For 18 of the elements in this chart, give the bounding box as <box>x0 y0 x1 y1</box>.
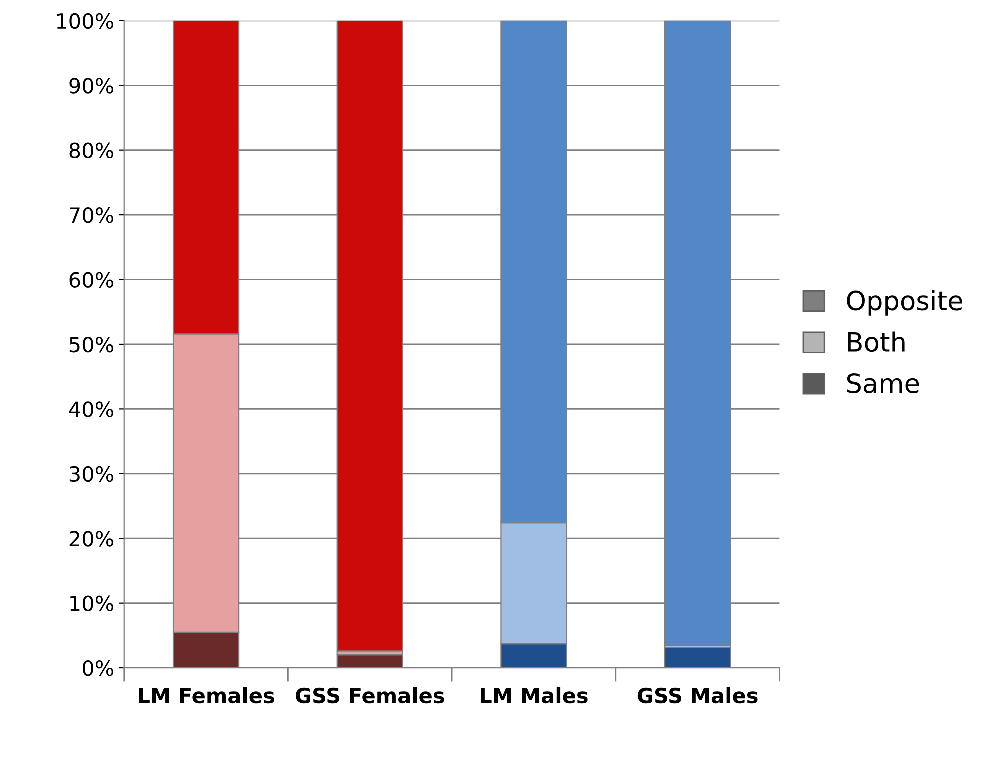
y-tick-label: 70% <box>70 208 114 224</box>
y-tick-label: 40% <box>69 402 114 418</box>
y-tick-label: 20% <box>70 531 114 547</box>
y-tick-label: 0% <box>82 660 114 676</box>
y-tick-label: 50% <box>70 336 114 353</box>
y-tick-label: 90% <box>70 78 114 94</box>
text: Same <box>847 374 920 394</box>
x-tick-label: LM Males <box>481 687 588 704</box>
text: Both <box>848 332 905 352</box>
x-tick-label: LM Females <box>139 687 274 704</box>
y-tick-label: 30% <box>70 466 114 482</box>
text: Opposite <box>847 290 962 316</box>
y-tick-label: 10% <box>70 596 114 612</box>
x-tick-label: GSS Males <box>638 687 758 704</box>
y-tick-label: 100% <box>57 13 114 30</box>
y-tick-label: 80% <box>70 142 114 159</box>
x-tick-label: GSS Females <box>296 687 444 704</box>
y-tick-label: 60% <box>70 272 114 288</box>
